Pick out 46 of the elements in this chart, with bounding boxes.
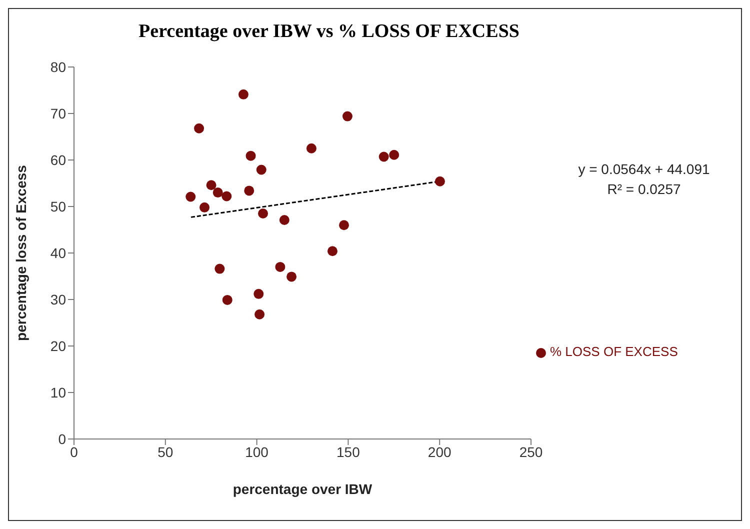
- point: [327, 246, 338, 256]
- point: [246, 150, 256, 161]
- text: R² = 0.0257: [606, 180, 682, 199]
- point: [256, 164, 266, 175]
- point: [222, 294, 232, 305]
- point: [275, 262, 286, 272]
- x-tick-label: 100: [245, 444, 269, 460]
- point: [389, 150, 400, 160]
- y-tick-label: 0: [58, 430, 66, 447]
- x-tick-label: 150: [336, 444, 360, 460]
- y-tick-label: 80: [50, 58, 66, 75]
- point: [254, 309, 265, 320]
- point: [306, 143, 316, 154]
- y-tick-label: 60: [50, 152, 66, 168]
- x-tick-label: 0: [70, 444, 78, 460]
- x-tick-label: 250: [519, 444, 543, 460]
- point: [286, 272, 297, 282]
- point: [238, 89, 248, 100]
- point: [244, 186, 254, 196]
- chart-title: Percentage over IBW vs % LOSS OF EXCESS: [138, 21, 520, 43]
- y-tick-label: 70: [50, 105, 66, 122]
- point: [194, 123, 204, 134]
- point: [186, 192, 196, 202]
- text: y = 0.0564x + 44.091: [577, 160, 711, 179]
- y-tick-label: 30: [50, 291, 66, 308]
- x-tick-label: 50: [158, 444, 174, 460]
- y-axis-title: percentage loss of Excess: [12, 164, 29, 341]
- legend-label: % LOSS OF EXCESS: [550, 344, 678, 359]
- point: [378, 152, 389, 162]
- point: [434, 176, 445, 186]
- point: [214, 264, 225, 274]
- point: [338, 220, 349, 230]
- point: [200, 202, 210, 212]
- point: [342, 111, 352, 122]
- y-tick-label: 20: [50, 338, 66, 354]
- point: [258, 208, 268, 218]
- point: [222, 191, 232, 202]
- point: [212, 188, 223, 198]
- x-tick-label: 200: [428, 444, 452, 460]
- y-tick-label: 40: [50, 244, 66, 261]
- point: [279, 214, 290, 225]
- y-tick-label: 10: [50, 384, 66, 400]
- x-axis-title: percentage over IBW: [232, 481, 373, 497]
- y-tick-label: 50: [50, 198, 66, 214]
- point: [254, 288, 264, 299]
- point: [206, 180, 216, 190]
